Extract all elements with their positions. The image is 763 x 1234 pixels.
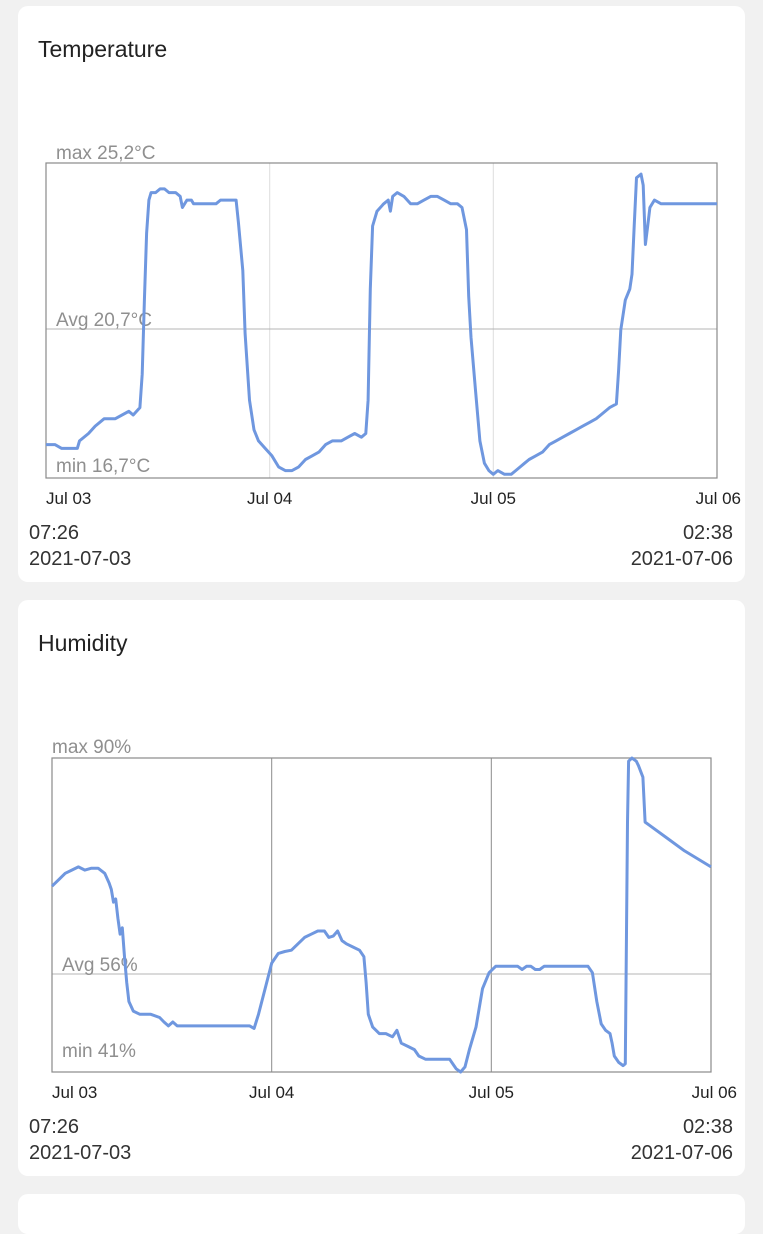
humidity-min-label: min 41% [62, 1041, 136, 1062]
humidity-x-tick-jul-05: Jul 05 [469, 1083, 514, 1102]
temperature-series-line [46, 172, 717, 476]
temperature-x-tick-jul-04: Jul 04 [247, 489, 292, 508]
humidity-series-line [50, 756, 712, 1074]
humidity-end-time: 02:38 [682, 1116, 733, 1138]
temperature-max-label: max 25,2°C [56, 143, 155, 164]
humidity-start-time: 07:26 [29, 1116, 80, 1138]
humidity-chart: max 90% Avg 56% min 41% Jul 03 Jul 04 Ju… [50, 737, 737, 1102]
humidity-end-stamp: 02:38 2021-07-06 [631, 1114, 733, 1166]
humidity-card: Humidity max 90% Avg 56% min 41% Jul 03 … [18, 600, 745, 1176]
temperature-min-label: min 16,7°C [56, 456, 150, 477]
humidity-end-date: 2021-07-06 [630, 1142, 733, 1164]
temperature-x-tick-jul-05: Jul 05 [471, 489, 516, 508]
temperature-start-time: 07:26 [29, 522, 80, 544]
temperature-chart: max 25,2°C Avg 20,7°C min 16,7°C Jul 03 … [45, 143, 741, 508]
temperature-title: Temperature [38, 36, 168, 62]
humidity-plot-frame [51, 757, 712, 1073]
humidity-title: Humidity [38, 630, 128, 656]
humidity-avg-label: Avg 56% [62, 955, 138, 976]
temperature-plot-frame [45, 162, 718, 479]
humidity-x-tick-jul-06: Jul 06 [692, 1083, 737, 1102]
temperature-end-date: 2021-07-06 [630, 548, 733, 570]
humidity-start-stamp: 07:26 2021-07-03 [29, 1114, 131, 1166]
temperature-end-time: 02:38 [682, 522, 733, 544]
temperature-end-stamp: 02:38 2021-07-06 [631, 520, 733, 572]
humidity-max-label: max 90% [52, 737, 131, 758]
humidity-x-tick-jul-03: Jul 03 [52, 1083, 97, 1102]
next-card-edge [18, 1194, 745, 1234]
temperature-card: Temperature max 25,2°C Avg 20,7°C min 16… [18, 6, 745, 582]
temperature-start-date: 2021-07-03 [29, 548, 132, 570]
temperature-avg-label: Avg 20,7°C [56, 310, 152, 331]
temperature-start-stamp: 07:26 2021-07-03 [29, 520, 131, 572]
humidity-start-date: 2021-07-03 [29, 1142, 132, 1164]
temperature-x-tick-jul-06: Jul 06 [696, 489, 741, 508]
humidity-x-tick-jul-04: Jul 04 [249, 1083, 294, 1102]
temperature-x-tick-jul-03: Jul 03 [46, 489, 91, 508]
